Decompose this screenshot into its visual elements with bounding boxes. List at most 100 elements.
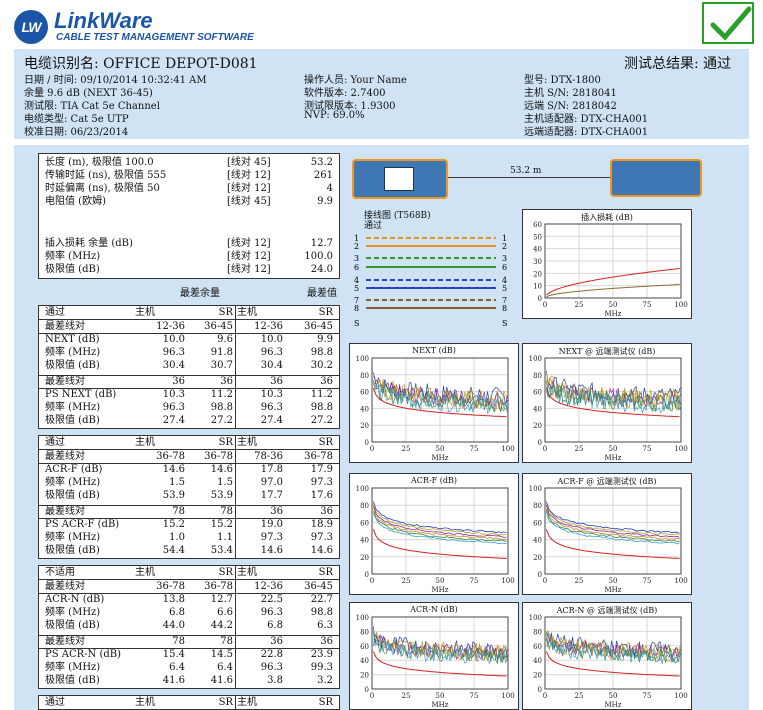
row-label: 最差线对 xyxy=(45,321,85,332)
row-label: 极限值 (dB) xyxy=(45,415,100,426)
row-value: 17.6 xyxy=(310,490,333,501)
wiremap-pin-left: 6 xyxy=(354,263,359,272)
x-tick-label: 50 xyxy=(609,577,618,585)
x-tick-label: 75 xyxy=(470,577,479,585)
row-value: 10.0 xyxy=(260,334,283,345)
table-divider xyxy=(235,696,236,710)
wiremap-pin-right: S xyxy=(502,319,507,328)
y-tick-label: 80 xyxy=(533,502,542,510)
series-pair xyxy=(373,501,507,534)
row-value: 30.4 xyxy=(162,360,185,371)
series-pair xyxy=(546,505,680,538)
y-tick-label: 40 xyxy=(533,246,542,254)
report-header: 电缆识别名: OFFICE DEPOT-D081 测试总结果: 通过 日期 / … xyxy=(14,49,749,139)
plot-frame xyxy=(544,223,682,299)
row-value: 53.4 xyxy=(210,545,233,556)
test-limit: 测试限: TIA Cat 5e Channel xyxy=(24,101,160,112)
x-tick-label: 50 xyxy=(609,445,618,453)
series-pair xyxy=(373,511,507,542)
table-status: 不适用 xyxy=(45,567,75,578)
row-label: 频率 (MHz) xyxy=(45,532,101,543)
row-value: 53.9 xyxy=(210,490,233,501)
row-label: PS NEXT (dB) xyxy=(45,389,117,400)
series-pair xyxy=(373,632,508,665)
row-value: 91.8 xyxy=(210,347,233,358)
x-tick-label: 25 xyxy=(575,301,584,309)
summary-pair: [线对 12] xyxy=(227,264,271,275)
table-col-header: 主机 xyxy=(237,437,257,448)
series-limit xyxy=(545,529,680,559)
pass-check-icon xyxy=(702,2,754,44)
x-axis-label: MHz xyxy=(605,454,622,462)
wiremap-pin-left: 7 xyxy=(354,296,359,305)
series-pair xyxy=(373,634,508,665)
y-tick-label: 100 xyxy=(356,614,369,622)
wiremap-pin-left: 3 xyxy=(354,254,359,263)
plot-frame xyxy=(371,616,509,690)
row-value: 96.3 xyxy=(162,402,185,413)
x-tick-label: 0 xyxy=(370,577,374,585)
series-limit xyxy=(545,388,680,418)
wiremap-pin-left: 4 xyxy=(354,276,359,285)
wiremap-pin-left: 2 xyxy=(354,242,359,251)
row-value: 36 xyxy=(270,376,283,387)
y-tick-label: 60 xyxy=(533,389,542,397)
main-serial: 主机 S/N: 2818041 xyxy=(524,88,617,99)
operator: 操作人员: Your Name xyxy=(304,75,407,86)
y-tick-label: 80 xyxy=(533,372,542,380)
row-value: 36 xyxy=(320,376,333,387)
series-measured xyxy=(546,284,680,298)
wiremap-pin-right: 1 xyxy=(502,234,507,243)
summary-value: 9.9 xyxy=(317,196,333,207)
summary-value: 4 xyxy=(326,183,333,194)
row-value: 98.8 xyxy=(210,402,233,413)
table-col-header: SR xyxy=(318,567,333,578)
row-value: 23.9 xyxy=(310,649,333,660)
chart-svg: 0 20 40 60 80 100 0 25 50 75 100 MHz xyxy=(356,485,515,594)
row-label: 最差线对 xyxy=(45,376,85,387)
y-tick-label: 40 xyxy=(533,405,542,413)
row-value: 96.3 xyxy=(162,347,185,358)
y-tick-label: 100 xyxy=(529,614,542,622)
row-label: 频率 (MHz) xyxy=(45,477,101,488)
row-value: 12-36 xyxy=(156,321,185,332)
chart-svg: 0 20 40 60 80 100 0 25 50 75 100 MHz xyxy=(529,355,688,462)
wiremap-pin-right: 4 xyxy=(502,276,507,285)
chart-insertion-loss: 插入损耗 (dB) 0 10 20 30 40 50 60 0 25 50 75 100 MHz xyxy=(522,209,692,319)
row-value: 12-36 xyxy=(254,581,283,592)
y-tick-label: 0 xyxy=(538,571,542,579)
table-col-header: SR xyxy=(218,437,233,448)
summary-pair: [线对 12] xyxy=(227,170,271,181)
x-tick-label: 75 xyxy=(470,692,479,700)
series-limit xyxy=(372,651,507,677)
row-value: 9.6 xyxy=(217,334,233,345)
results-table: 通过 主机 SR 主机 SR 最差线对 12-36 36-45 12-36 36-45 NEXT (… xyxy=(38,305,340,429)
plot-frame xyxy=(371,357,509,443)
series-pair xyxy=(546,508,680,540)
remote-unit-icon xyxy=(610,159,702,197)
row-label: 极限值 (dB) xyxy=(45,490,100,501)
row-label: 极限值 (dB) xyxy=(45,675,100,686)
y-tick-label: 20 xyxy=(360,422,369,430)
chart-next: NEXT (dB) 0 20 40 60 80 100 0 25 50 75 100 MHz xyxy=(349,343,519,463)
row-value: 96.3 xyxy=(260,347,283,358)
x-tick-label: 100 xyxy=(501,445,514,453)
row-value: 11.2 xyxy=(310,389,333,400)
row-value: 1.0 xyxy=(169,532,185,543)
row-label: 频率 (MHz) xyxy=(45,662,101,673)
summary-label: 时延偏离 (ns), 极限值 50 xyxy=(45,183,160,194)
row-value: 30.4 xyxy=(260,360,283,371)
row-value: 36-78 xyxy=(156,451,185,462)
y-tick-label: 60 xyxy=(360,519,369,527)
series-limit xyxy=(372,388,507,418)
results-table: 不适用 主机 SR 主机 SR 最差线对 36-78 36-78 12-36 36-45 ACR-N… xyxy=(38,565,340,689)
x-tick-label: 50 xyxy=(436,692,445,700)
table-col-header: SR xyxy=(318,437,333,448)
row-value: 6.6 xyxy=(217,607,233,618)
row-value: 96.3 xyxy=(260,607,283,618)
row-value: 6.3 xyxy=(317,620,333,631)
row-label: 最差线对 xyxy=(45,581,85,592)
wiremap-pin-right: 5 xyxy=(502,284,507,293)
series-pair xyxy=(546,504,680,536)
row-value: 10.3 xyxy=(162,389,185,400)
